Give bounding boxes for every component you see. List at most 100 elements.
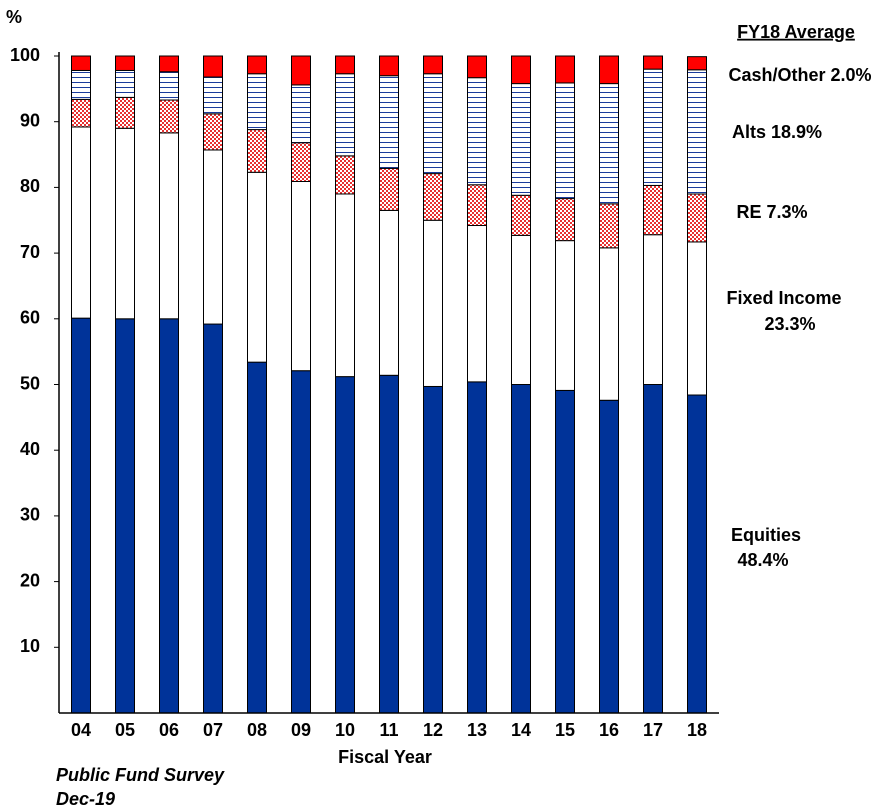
bar-segment xyxy=(379,167,399,211)
bar-segment xyxy=(71,98,91,128)
x-tick-label: 18 xyxy=(687,720,707,740)
bar-segment xyxy=(687,193,707,243)
x-tick-label: 16 xyxy=(599,720,619,740)
bar-segment xyxy=(115,69,135,98)
bar-segment xyxy=(115,127,135,320)
bar-segment xyxy=(643,384,663,714)
bar-segment xyxy=(423,385,443,714)
x-axis-label: Fiscal Year xyxy=(338,747,432,767)
bar-segment xyxy=(423,73,443,175)
bar-segment xyxy=(643,184,663,236)
bar-segment xyxy=(467,184,487,227)
bar-segment xyxy=(423,173,443,221)
bar-segment xyxy=(291,84,311,144)
bar-segment xyxy=(247,55,267,75)
bar-segment xyxy=(599,203,619,249)
y-tick-label: 50 xyxy=(20,373,40,393)
y-tick-label: 40 xyxy=(20,439,40,459)
bar-segment xyxy=(687,241,707,396)
bar-segment xyxy=(247,129,267,173)
source: Dec-19 xyxy=(56,789,115,809)
x-tick-label: 05 xyxy=(115,720,135,740)
bar-segment xyxy=(71,317,91,714)
bar-segment xyxy=(115,96,135,129)
annotation: FY18 Average xyxy=(737,22,855,42)
bar-segment xyxy=(555,240,575,391)
annotation: Alts 18.9% xyxy=(732,122,822,142)
bar-segment xyxy=(555,198,575,242)
bar-segment xyxy=(291,370,311,714)
bar-segment xyxy=(555,55,575,84)
bar-segment xyxy=(687,394,707,714)
x-tick-label: 10 xyxy=(335,720,355,740)
bar-segment xyxy=(599,399,619,714)
bar-segment xyxy=(203,113,223,151)
bar-segment xyxy=(291,55,311,86)
bar-segment xyxy=(555,82,575,200)
bar-segment xyxy=(159,71,179,101)
x-tick-label: 12 xyxy=(423,720,443,740)
bar-segment xyxy=(335,193,355,378)
bar-segment xyxy=(203,149,223,325)
x-tick-label: 04 xyxy=(71,720,91,740)
y-tick-label: 10 xyxy=(20,636,40,656)
annotation: Fixed Income xyxy=(726,288,841,308)
annotation: 23.3% xyxy=(764,314,815,334)
y-tick-label: 100 xyxy=(10,45,40,65)
annotation: RE 7.3% xyxy=(736,202,807,222)
x-tick-label: 09 xyxy=(291,720,311,740)
annotation: Equities xyxy=(731,525,801,545)
bar-segment xyxy=(379,75,399,169)
bar-segment xyxy=(335,55,355,75)
y-tick-label: 20 xyxy=(20,570,40,590)
bar-segment xyxy=(203,55,223,78)
bar-segment xyxy=(687,56,707,71)
bar-segment xyxy=(335,376,355,714)
bar-segment xyxy=(247,361,267,714)
annotation: Cash/Other 2.0% xyxy=(728,65,871,85)
y-tick-label: 30 xyxy=(20,505,40,525)
bar-segment xyxy=(379,55,399,77)
bar-segment xyxy=(467,381,487,714)
x-tick-label: 17 xyxy=(643,720,663,740)
x-tick-label: 14 xyxy=(511,720,531,740)
y-tick-label: 80 xyxy=(20,176,40,196)
bar-segment xyxy=(599,83,619,205)
x-tick-label: 06 xyxy=(159,720,179,740)
bar-segment xyxy=(335,73,355,157)
bar-segment xyxy=(467,55,487,79)
bar-segment xyxy=(467,77,487,186)
bar-segment xyxy=(643,234,663,385)
y-tick-label: 60 xyxy=(20,308,40,328)
x-tick-label: 07 xyxy=(203,720,223,740)
x-tick-label: 15 xyxy=(555,720,575,740)
y-tick-label: 90 xyxy=(20,110,40,130)
bar-segment xyxy=(203,323,223,714)
bar-segment xyxy=(511,234,531,385)
source: Public Fund Survey xyxy=(56,765,225,785)
bar-segment xyxy=(335,155,355,195)
bar-segment xyxy=(423,55,443,75)
bar-segment xyxy=(247,73,267,131)
bar-segment xyxy=(643,55,663,70)
bar-segment xyxy=(467,225,487,383)
bar-segment xyxy=(71,55,91,71)
bar-segment xyxy=(643,68,663,186)
bar-segment xyxy=(599,247,619,401)
bar-segment xyxy=(71,126,91,319)
bar-segment xyxy=(511,194,531,236)
bar-segment xyxy=(247,171,267,363)
bar-segment xyxy=(291,142,311,182)
annotation: 48.4% xyxy=(737,550,788,570)
bar-segment xyxy=(71,69,91,100)
bar-segment xyxy=(555,389,575,714)
y-tick-label: 70 xyxy=(20,242,40,262)
bar-segment xyxy=(423,219,443,387)
x-tick-label: 08 xyxy=(247,720,267,740)
x-tick-label: 11 xyxy=(379,720,398,740)
bar-segment xyxy=(687,69,707,195)
bar-segment xyxy=(599,55,619,85)
bar-segment xyxy=(115,55,135,71)
bar-segment xyxy=(291,180,311,372)
